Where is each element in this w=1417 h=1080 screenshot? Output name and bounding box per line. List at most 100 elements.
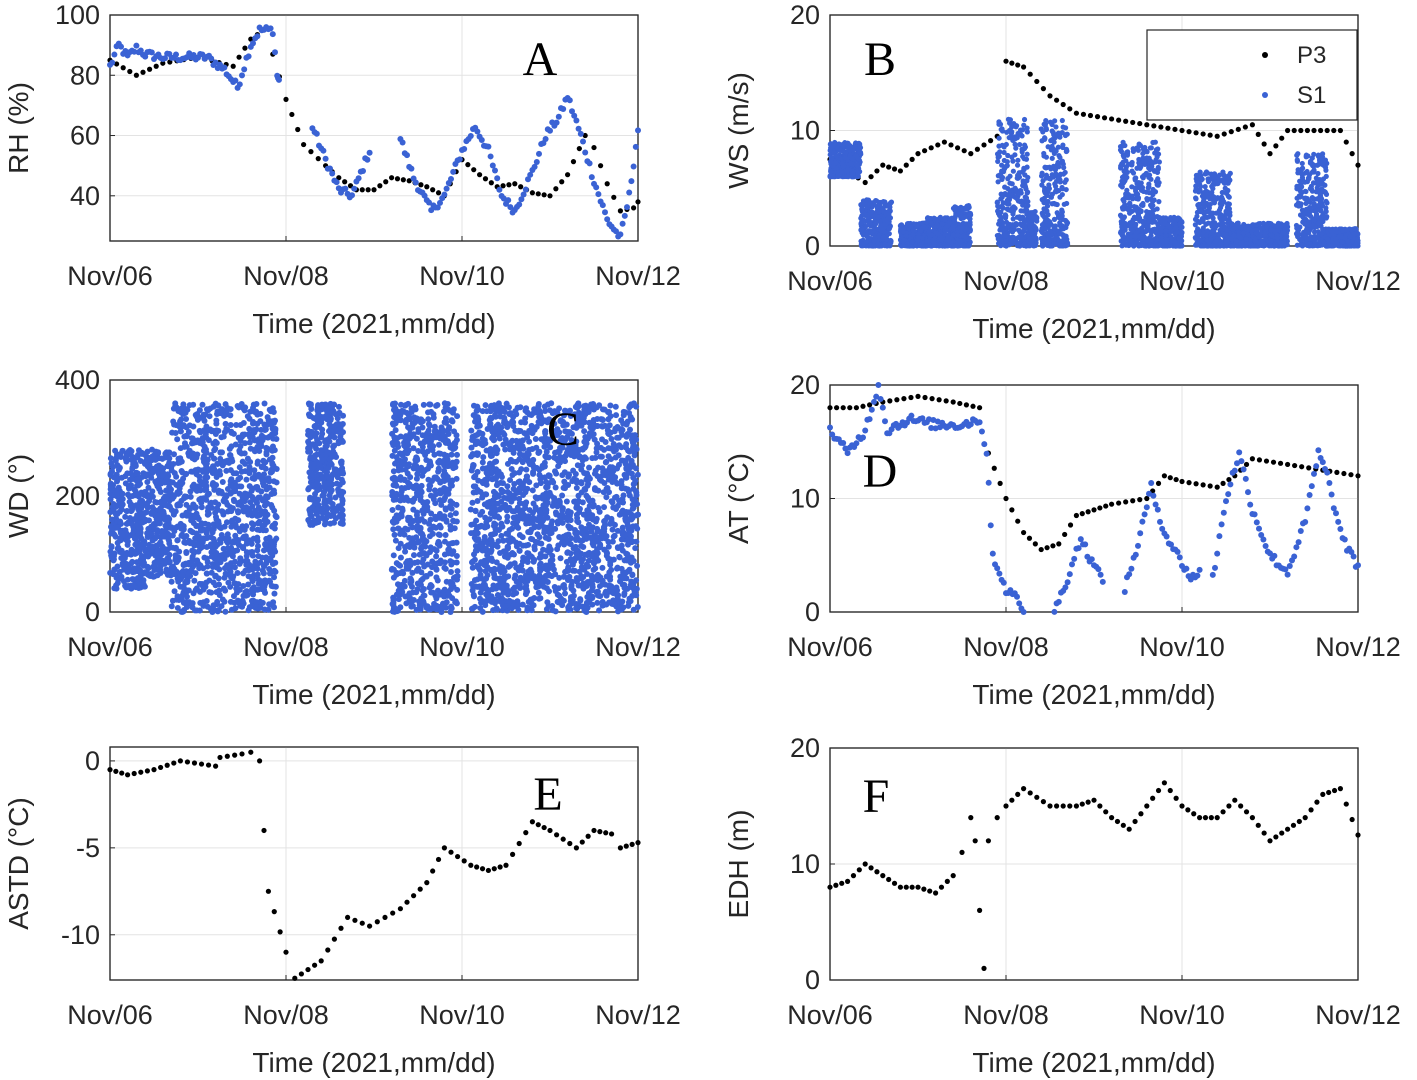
data-point <box>1117 143 1124 150</box>
data-point <box>868 230 874 236</box>
data-point <box>1125 237 1131 243</box>
data-point <box>1130 217 1136 223</box>
panel-b-xtick-label: Nov/06 <box>787 266 873 296</box>
data-point <box>342 185 349 192</box>
data-point <box>1208 236 1214 242</box>
data-point <box>628 178 635 185</box>
data-point <box>108 516 115 523</box>
data-point <box>1219 196 1226 202</box>
data-point <box>1280 230 1286 236</box>
data-point <box>1018 232 1024 238</box>
data-point <box>1247 240 1253 246</box>
data-point <box>575 125 582 132</box>
data-point <box>1147 242 1153 248</box>
data-point <box>424 184 430 190</box>
data-point <box>124 541 131 548</box>
data-point <box>1003 58 1009 64</box>
data-point <box>308 149 314 155</box>
data-point <box>1229 243 1235 249</box>
data-point <box>1144 212 1150 219</box>
data-point <box>926 229 932 235</box>
data-point <box>1141 243 1147 249</box>
data-point <box>1139 235 1145 242</box>
data-point <box>1262 230 1268 237</box>
data-point <box>1202 171 1208 177</box>
data-point <box>121 566 128 573</box>
data-point <box>1193 186 1199 192</box>
data-point <box>851 144 858 150</box>
data-point <box>999 162 1005 168</box>
data-point <box>441 191 448 198</box>
data-point <box>128 508 135 515</box>
data-point <box>487 153 494 160</box>
data-point <box>1053 171 1059 177</box>
data-point <box>630 163 637 170</box>
data-point <box>128 501 135 508</box>
data-point <box>881 229 887 235</box>
data-point <box>1043 154 1050 160</box>
data-point <box>939 221 945 227</box>
data-point <box>140 581 147 588</box>
data-point <box>1010 158 1016 164</box>
data-point <box>1049 155 1055 161</box>
data-point <box>1048 137 1054 144</box>
data-point <box>1210 173 1217 180</box>
data-point <box>489 162 496 169</box>
data-point <box>1087 112 1094 119</box>
data-point <box>621 212 628 219</box>
data-point <box>1016 174 1023 180</box>
data-point <box>862 179 868 186</box>
data-point <box>1213 241 1220 247</box>
data-point <box>125 533 132 540</box>
data-point <box>1034 78 1040 85</box>
data-point <box>127 68 133 75</box>
data-point <box>1148 158 1154 165</box>
data-point <box>129 476 136 483</box>
data-point <box>1024 125 1030 131</box>
data-point <box>461 146 468 153</box>
data-point <box>565 172 571 178</box>
data-point <box>864 197 870 203</box>
panel-a-background <box>109 14 639 242</box>
panel-a-series-s1 <box>107 24 641 240</box>
data-point <box>1053 183 1059 189</box>
data-point <box>333 179 340 186</box>
data-point <box>566 97 573 104</box>
data-point <box>1063 186 1069 193</box>
data-point <box>1045 212 1051 218</box>
data-point <box>1120 159 1126 165</box>
data-point <box>967 216 973 222</box>
data-point <box>1295 184 1301 190</box>
data-point <box>108 543 115 550</box>
data-point <box>867 242 874 248</box>
data-point <box>1010 216 1016 222</box>
data-point <box>136 544 143 551</box>
data-point <box>1094 114 1101 120</box>
data-point <box>1030 214 1036 220</box>
data-point <box>245 53 252 60</box>
data-point <box>130 582 137 589</box>
data-point <box>1294 195 1300 201</box>
data-point <box>1129 196 1136 202</box>
data-point <box>1119 204 1126 211</box>
panel-b-frame <box>829 14 1359 247</box>
data-point <box>110 501 117 508</box>
data-point <box>1015 157 1021 163</box>
data-point <box>613 228 619 235</box>
data-point <box>1122 142 1128 149</box>
data-point <box>935 142 941 148</box>
panel-a-ylabel: RH (%) <box>3 82 34 174</box>
data-point <box>531 163 538 170</box>
data-point <box>958 238 964 244</box>
data-point <box>1057 241 1063 247</box>
data-point <box>1008 238 1014 244</box>
data-point <box>128 520 135 527</box>
data-point <box>522 186 529 193</box>
panel-a-xtick-label: Nov/06 <box>67 261 153 291</box>
data-point <box>1050 146 1056 152</box>
data-point <box>113 487 120 494</box>
data-point <box>1303 236 1310 243</box>
data-point <box>1144 195 1150 202</box>
data-point <box>1284 224 1291 230</box>
data-point <box>604 181 610 187</box>
